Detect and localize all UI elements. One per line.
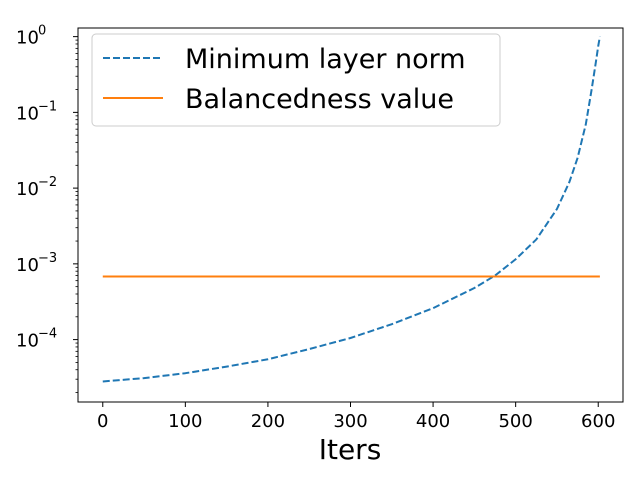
x-tick-label: 300 xyxy=(333,411,367,432)
y-tick-exponent: −4 xyxy=(38,327,57,342)
x-tick-label: 500 xyxy=(498,411,532,432)
legend-box xyxy=(91,33,501,127)
y-tick-label: 10 xyxy=(16,331,39,352)
y-tick-label: 10 xyxy=(16,103,39,124)
x-axis: 0 100 200 300 400 500 600 xyxy=(97,402,615,432)
x-tick-label: 600 xyxy=(581,411,615,432)
series-layer xyxy=(102,36,601,383)
y-tick-exponent: 0 xyxy=(38,24,46,39)
y-tick-label: 10 xyxy=(16,179,39,200)
x-tick-label: 100 xyxy=(168,411,202,432)
legend: Minimum layer norm Balancedness value xyxy=(91,33,501,127)
y-tick-exponent: −3 xyxy=(38,251,57,266)
legend-label-balancedness: Balancedness value xyxy=(185,84,454,115)
legend-label-min-layer-norm: Minimum layer norm xyxy=(185,44,466,75)
x-tick-label: 400 xyxy=(416,411,450,432)
x-axis-label: Iters xyxy=(319,433,382,466)
y-tick-label: 10 xyxy=(16,255,39,276)
y-tick-exponent: −1 xyxy=(38,99,57,114)
series-line-0 xyxy=(102,36,601,383)
x-tick-label: 200 xyxy=(251,411,285,432)
x-tick-label: 0 xyxy=(97,411,108,432)
y-tick-exponent: −2 xyxy=(38,175,57,190)
y-tick-label: 10 xyxy=(16,28,39,49)
